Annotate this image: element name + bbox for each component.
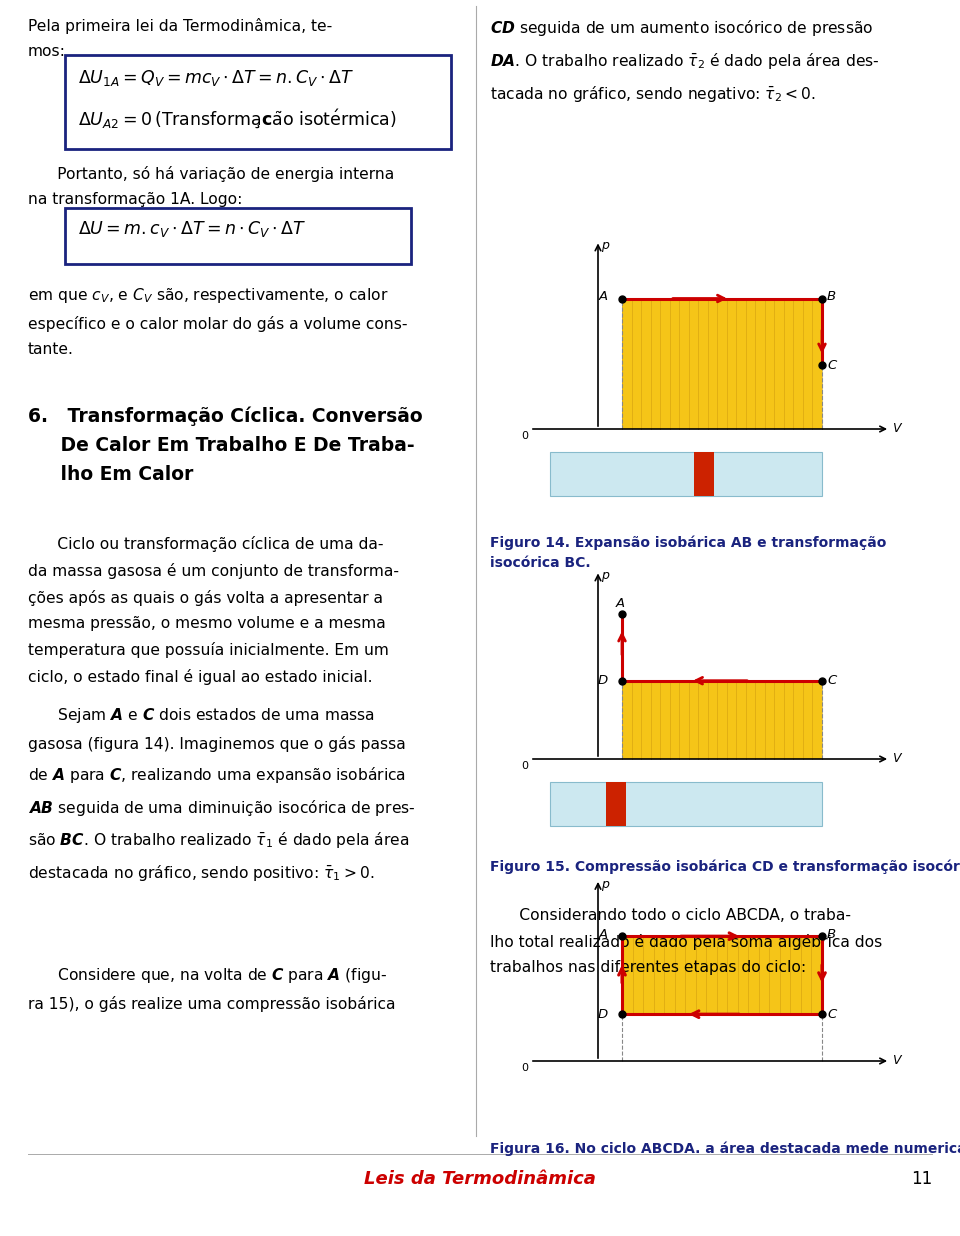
Text: $\Delta U_{A2} = 0\,(\mathrm{Transforma\mathbf{\c{c}}\tilde{a}o\ isot\acute{e}rm: $\Delta U_{A2} = 0\,(\mathrm{Transforma\…: [78, 108, 396, 131]
Text: em que $\boldsymbol{c_V}$, e $\boldsymbol{C_V}$ são, respectivamente, o calor
es: em que $\boldsymbol{c_V}$, e $\boldsymbo…: [28, 286, 407, 357]
Polygon shape: [622, 299, 822, 429]
Text: Figuro 14. Expansão isobárica AB e transformação isocórica BC.: Figuro 14. Expansão isobárica AB e trans…: [490, 536, 886, 570]
Text: A: A: [615, 597, 625, 611]
Text: 11: 11: [911, 1170, 932, 1188]
FancyBboxPatch shape: [65, 208, 411, 265]
Polygon shape: [550, 782, 822, 826]
Text: D: D: [598, 1007, 608, 1021]
Text: 0: 0: [521, 1063, 528, 1073]
Text: 0: 0: [521, 761, 528, 771]
Polygon shape: [622, 936, 822, 1015]
Text: Leis da Termodinâmica: Leis da Termodinâmica: [364, 1170, 596, 1188]
Polygon shape: [622, 681, 822, 759]
Text: $p$: $p$: [601, 879, 611, 892]
FancyBboxPatch shape: [65, 54, 451, 150]
Text: $V$: $V$: [892, 753, 903, 765]
Text: $\boldsymbol{CD}$ seguida de um aumento isocórico de pressão
$\boldsymbol{DA}$. : $\boldsymbol{CD}$ seguida de um aumento …: [490, 19, 879, 104]
Text: $\Delta U = m.c_V \cdot \Delta T = n \cdot C_V \cdot \Delta T$: $\Delta U = m.c_V \cdot \Delta T = n \cd…: [78, 219, 306, 239]
Text: D: D: [598, 674, 608, 687]
Polygon shape: [606, 782, 626, 826]
Text: C: C: [827, 674, 836, 687]
Text: C: C: [827, 358, 836, 372]
Text: $p$: $p$: [601, 241, 611, 255]
Text: Considerando todo o ciclo ABCDA, o traba-
lho total realizado é dado pela soma a: Considerando todo o ciclo ABCDA, o traba…: [490, 908, 882, 975]
Polygon shape: [550, 452, 822, 496]
Text: B: B: [827, 290, 836, 303]
Text: $p$: $p$: [601, 571, 611, 585]
Polygon shape: [694, 452, 714, 496]
Text: C: C: [827, 1007, 836, 1021]
Text: Pela primeira lei da Termodinâmica, te-
mos:: Pela primeira lei da Termodinâmica, te- …: [28, 19, 332, 59]
Text: Considere que, na volta de $\boldsymbol{C}$ para $\boldsymbol{A}$ (figu-
ra 15),: Considere que, na volta de $\boldsymbol{…: [28, 967, 396, 1012]
Text: Figura 16. No ciclo ABCDA. a área destacada mede numericamente o trabalho realiz: Figura 16. No ciclo ABCDA. a área destac…: [490, 1141, 960, 1156]
Text: $\Delta U_{1A} = Q_V = mc_V \cdot \Delta T = n.C_V \cdot \Delta T$: $\Delta U_{1A} = Q_V = mc_V \cdot \Delta…: [78, 68, 354, 88]
Text: Ciclo ou transformação cíclica de uma da-
da massa gasosa é um conjunto de trans: Ciclo ou transformação cíclica de uma da…: [28, 536, 399, 686]
Text: B: B: [827, 928, 836, 941]
Text: Figuro 15. Compressão isobárica CD e transformação isocórica DA.: Figuro 15. Compressão isobárica CD e tra…: [490, 860, 960, 875]
Text: A: A: [599, 290, 608, 303]
Text: A: A: [599, 928, 608, 941]
Text: 6.   Transformação Cíclica. Conversão
     De Calor Em Trabalho E De Traba-
    : 6. Transformação Cíclica. Conversão De C…: [28, 405, 422, 485]
Text: $V$: $V$: [892, 423, 903, 435]
Text: $V$: $V$: [892, 1054, 903, 1068]
Text: Portanto, só há variação de energia interna
na transformação 1A. Logo:: Portanto, só há variação de energia inte…: [28, 166, 395, 208]
Text: Sejam $\boldsymbol{A}$ e $\boldsymbol{C}$ dois estados de uma massa
gasosa (figu: Sejam $\boldsymbol{A}$ e $\boldsymbol{C}…: [28, 706, 416, 883]
Text: 0: 0: [521, 431, 528, 441]
